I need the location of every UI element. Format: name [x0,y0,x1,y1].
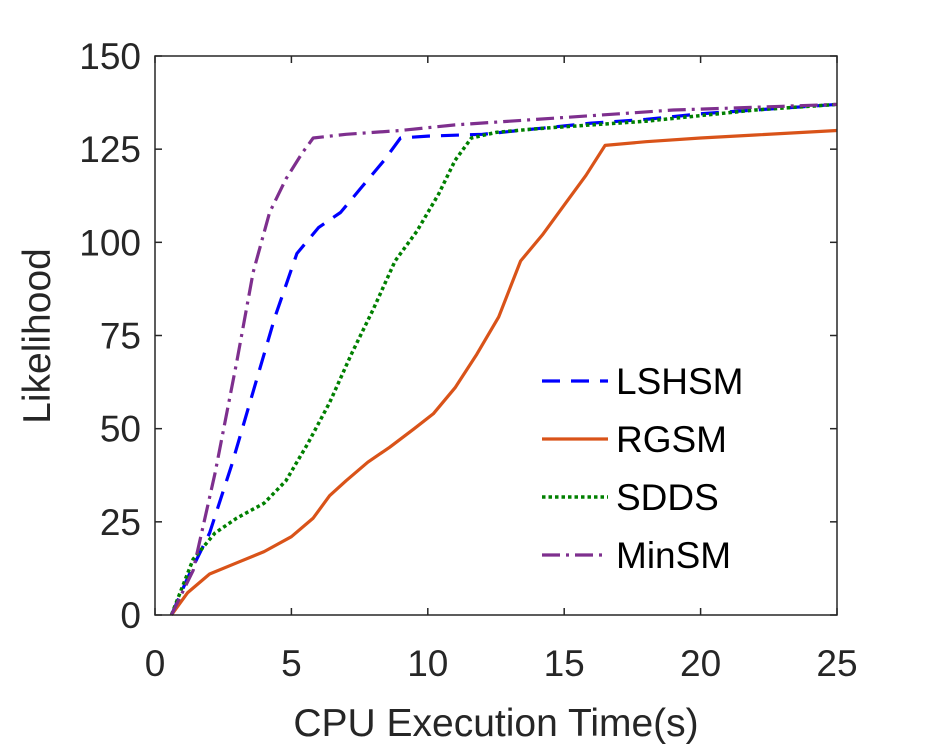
y-tick-label: 100 [79,222,141,263]
series-layer [169,102,838,616]
y-tick-label: 75 [100,316,141,357]
series-line-minsm [169,102,838,616]
y-tick-label: 125 [79,129,141,170]
series-line-sdds [169,102,838,616]
series-line-rgsm [170,128,838,616]
y-tick-label: 150 [79,36,141,77]
series-line-lshsm [169,102,838,616]
y-tick-label: 25 [100,502,141,543]
legend-box [535,350,810,580]
x-tick-label: 25 [816,643,857,684]
y-tick-label: 0 [120,595,141,636]
legend-label-lshsm: LSHSM [616,361,743,402]
legend-label-rgsm: RGSM [616,419,727,460]
legend: LSHSM RGSM SDDS MinSM [535,350,810,580]
y-tick-label: 50 [100,409,141,450]
legend-label-sdds: SDDS [616,477,719,518]
x-tick-label: 5 [281,643,302,684]
y-axis-label: Likelihood [16,248,59,424]
x-tick-label: 10 [407,643,448,684]
x-axis: 0 5 10 15 20 25 [145,56,858,684]
x-tick-label: 15 [544,643,585,684]
x-tick-label: 20 [680,643,721,684]
y-axis: 0 25 50 75 100 125 150 [79,36,837,636]
legend-label-minsm: MinSM [616,535,731,576]
x-tick-label: 0 [145,643,166,684]
x-axis-label: CPU Execution Time(s) [293,702,698,745]
